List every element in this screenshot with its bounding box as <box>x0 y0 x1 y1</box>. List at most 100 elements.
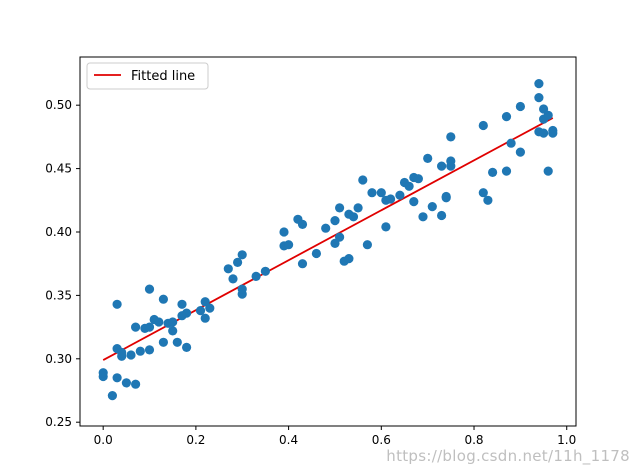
data-point <box>488 167 498 177</box>
data-point <box>548 128 558 138</box>
data-point <box>423 153 433 163</box>
data-point <box>441 191 451 202</box>
data-point <box>534 93 544 103</box>
y-tick-label: 0.40 <box>45 225 72 239</box>
legend-label-fitted-line: Fitted line <box>131 69 195 84</box>
data-point <box>478 120 488 131</box>
data-point <box>112 373 122 383</box>
data-point <box>344 254 354 264</box>
data-point <box>446 132 456 142</box>
y-tick-label: 0.50 <box>45 98 72 112</box>
y-tick-label: 0.30 <box>45 352 72 366</box>
data-point <box>233 257 243 267</box>
y-axis: 0.25 0.30 0.35 0.40 0.45 0.50 <box>45 98 80 429</box>
fitted-line-layer <box>102 117 554 361</box>
data-point <box>539 128 549 138</box>
data-point <box>348 212 359 222</box>
data-point <box>311 248 321 259</box>
data-point <box>335 203 345 213</box>
data-point <box>279 227 289 237</box>
watermark-text: https://blog.csdn.net/11h_1178 <box>386 447 630 465</box>
data-point <box>168 326 178 336</box>
data-point <box>330 216 340 226</box>
data-point <box>158 294 168 304</box>
scatter-points <box>98 79 558 401</box>
data-point <box>144 322 155 332</box>
data-point <box>200 313 210 323</box>
x-tick-label: 0.2 <box>186 433 205 447</box>
data-point <box>131 322 141 332</box>
data-point <box>177 311 187 321</box>
axes-frame <box>79 56 577 427</box>
data-point <box>395 190 405 200</box>
data-point <box>237 284 247 294</box>
plot-area <box>80 57 576 426</box>
data-point <box>381 222 391 232</box>
data-point <box>543 110 553 120</box>
data-point <box>205 303 215 313</box>
data-point <box>260 266 270 276</box>
data-point <box>107 391 117 401</box>
data-point <box>418 212 428 222</box>
data-point <box>182 342 192 352</box>
data-point <box>321 223 331 233</box>
data-point <box>539 104 549 114</box>
data-point <box>144 284 155 294</box>
y-tick-label: 0.35 <box>45 288 72 302</box>
data-point <box>515 101 526 112</box>
legend: Fitted line <box>86 62 209 90</box>
data-point <box>515 147 526 157</box>
data-point <box>228 274 238 284</box>
x-axis: 0.0 0.2 0.4 0.6 0.8 1.0 <box>94 426 576 447</box>
data-point <box>126 350 136 360</box>
data-point <box>437 161 447 171</box>
data-point <box>200 297 210 307</box>
x-tick-label: 0.8 <box>464 433 483 447</box>
data-point <box>172 337 182 347</box>
data-point <box>154 317 164 327</box>
data-point <box>297 259 308 269</box>
data-point <box>251 271 261 281</box>
data-point <box>376 188 386 198</box>
data-point <box>386 194 396 204</box>
x-tick-label: 0.6 <box>372 433 391 447</box>
data-point <box>117 347 127 358</box>
legend-box <box>86 62 209 90</box>
data-point <box>501 166 512 176</box>
data-point <box>534 79 544 89</box>
x-tick-label: 0.0 <box>94 433 113 447</box>
data-point <box>483 195 493 205</box>
data-point <box>404 181 414 191</box>
data-point <box>158 337 168 347</box>
data-point <box>446 156 456 166</box>
data-point <box>427 202 437 212</box>
data-point <box>478 188 488 198</box>
y-tick-label: 0.25 <box>45 415 72 429</box>
data-point <box>335 232 345 242</box>
data-point <box>353 203 363 213</box>
data-point <box>237 250 247 260</box>
data-point <box>144 345 155 355</box>
data-point <box>135 346 145 356</box>
data-point <box>297 219 308 229</box>
data-point <box>112 299 122 309</box>
data-point <box>358 175 368 185</box>
x-tick-label: 1.0 <box>557 433 576 447</box>
data-point <box>195 306 206 316</box>
fitted-line <box>102 117 554 361</box>
data-point <box>284 240 294 250</box>
data-point <box>121 378 131 388</box>
data-point <box>506 138 516 148</box>
data-point <box>131 379 141 389</box>
data-point <box>98 368 108 378</box>
data-point <box>168 317 178 327</box>
data-point <box>413 174 423 184</box>
data-point <box>177 299 187 309</box>
x-tick-label: 0.4 <box>279 433 298 447</box>
data-point <box>223 264 233 274</box>
data-point <box>437 210 447 221</box>
data-point <box>362 240 372 250</box>
data-point <box>409 197 419 207</box>
data-point <box>501 112 512 122</box>
